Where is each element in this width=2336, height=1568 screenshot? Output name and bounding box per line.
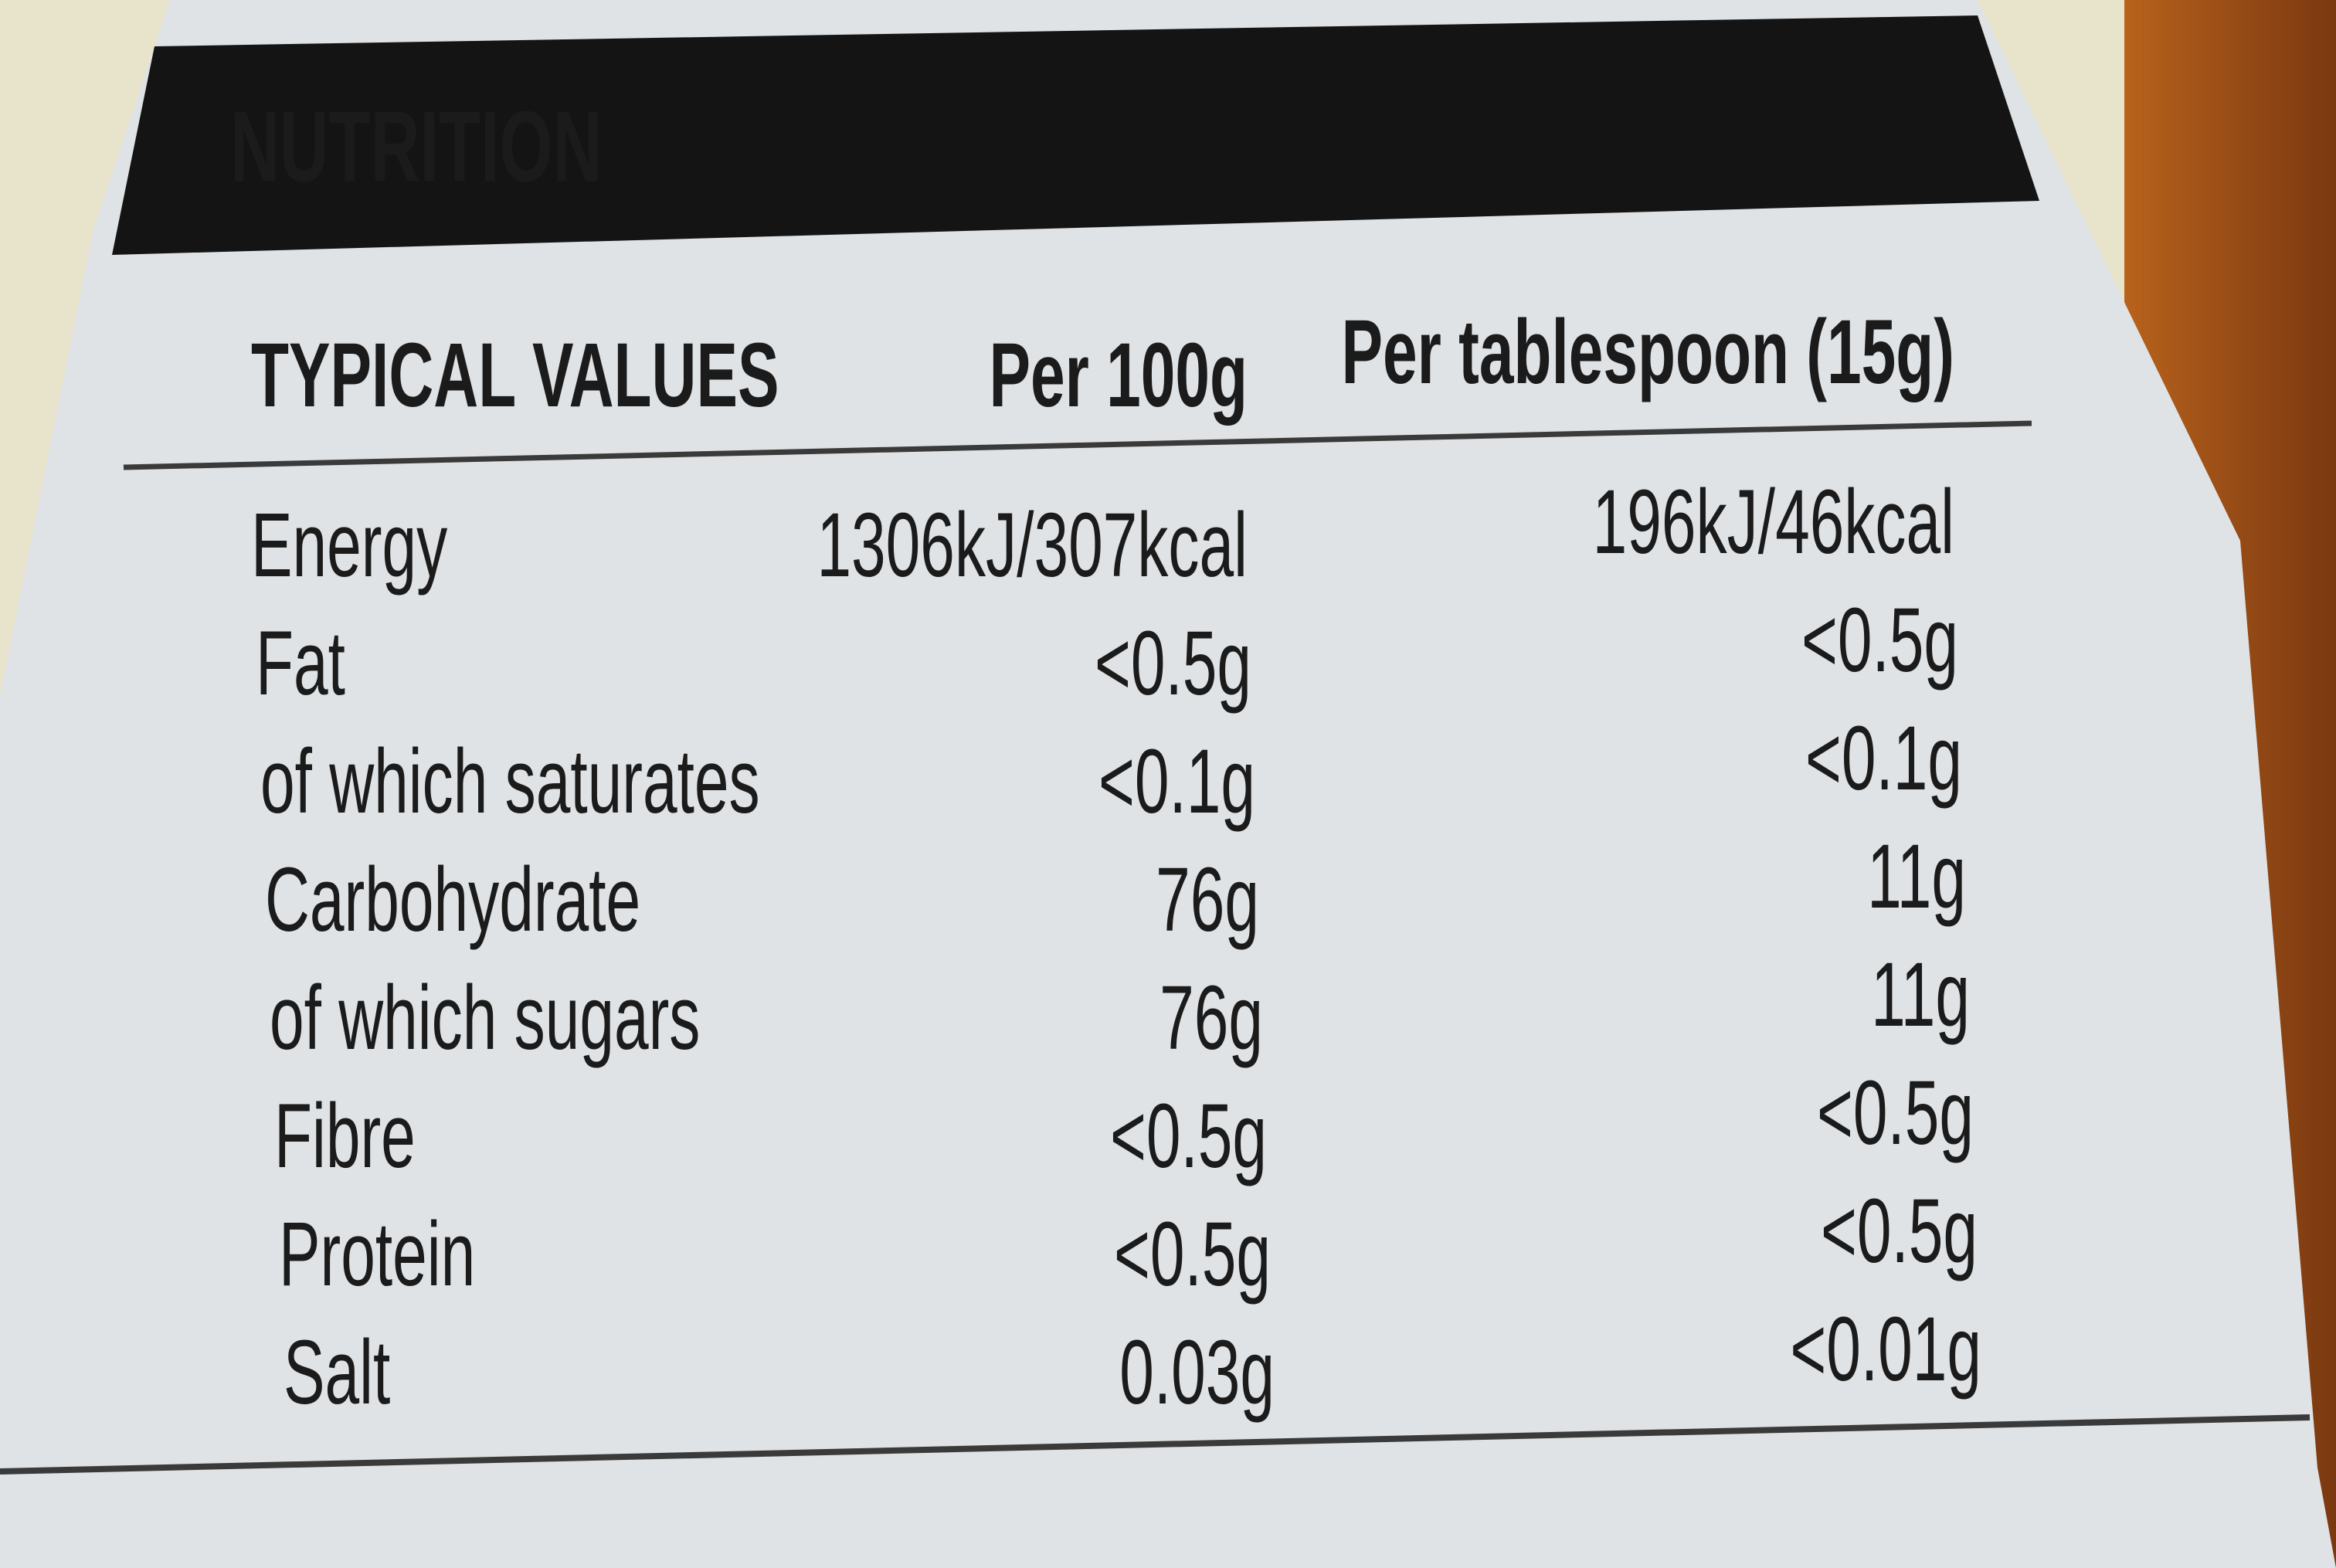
- nutrient-value: <0.5g: [1114, 1204, 1271, 1305]
- nutrient-value: <0.1g: [1098, 731, 1255, 833]
- nutrient-value: <0.01g: [1790, 1299, 1981, 1400]
- nutrient-name: Protein: [279, 1204, 475, 1305]
- column-header: Per 100g: [989, 325, 1248, 426]
- nutrient-value: 196kJ/46kcal: [1593, 472, 1954, 573]
- title-band: [112, 15, 2039, 255]
- nutrient-value: 0.03g: [1119, 1322, 1275, 1424]
- nutrient-value: 11g: [1867, 826, 1966, 928]
- nutrient-name: Fibre: [274, 1086, 416, 1187]
- nutrient-name: of which sugars: [270, 968, 700, 1069]
- nutrient-name: Carbohydrate: [265, 850, 640, 951]
- column-header: TYPICAL VALUES: [251, 325, 779, 426]
- nutrient-value: 1306kJ/307kcal: [817, 495, 1248, 596]
- nutrient-name: of which saturates: [260, 731, 760, 833]
- nutrient-value: <0.5g: [1801, 590, 1958, 691]
- header-rule: [123, 420, 2032, 470]
- footer-rule: [0, 1414, 2311, 1475]
- nutrient-value: 11g: [1871, 945, 1970, 1046]
- nutrient-value: <0.5g: [1817, 1063, 1974, 1164]
- table: NUTRITION TYPICAL VALUES Per 100g Per table…: [230, 90, 1981, 1424]
- nutrient-name: Energy: [251, 495, 448, 596]
- nutrient-name: Fat: [256, 613, 345, 714]
- nutrient-value: <0.1g: [1805, 708, 1962, 809]
- nutrient-value: <0.5g: [1821, 1181, 1978, 1282]
- nutrient-value: <0.5g: [1095, 613, 1251, 714]
- nutrient-value: 76g: [1160, 968, 1263, 1069]
- column-header: Per tablespoon (15g): [1341, 302, 1954, 403]
- title: NUTRITION: [230, 90, 602, 202]
- nutrient-name: Salt: [284, 1322, 390, 1424]
- nutrient-value: <0.5g: [1110, 1086, 1267, 1187]
- nutrient-value: 76g: [1156, 850, 1259, 951]
